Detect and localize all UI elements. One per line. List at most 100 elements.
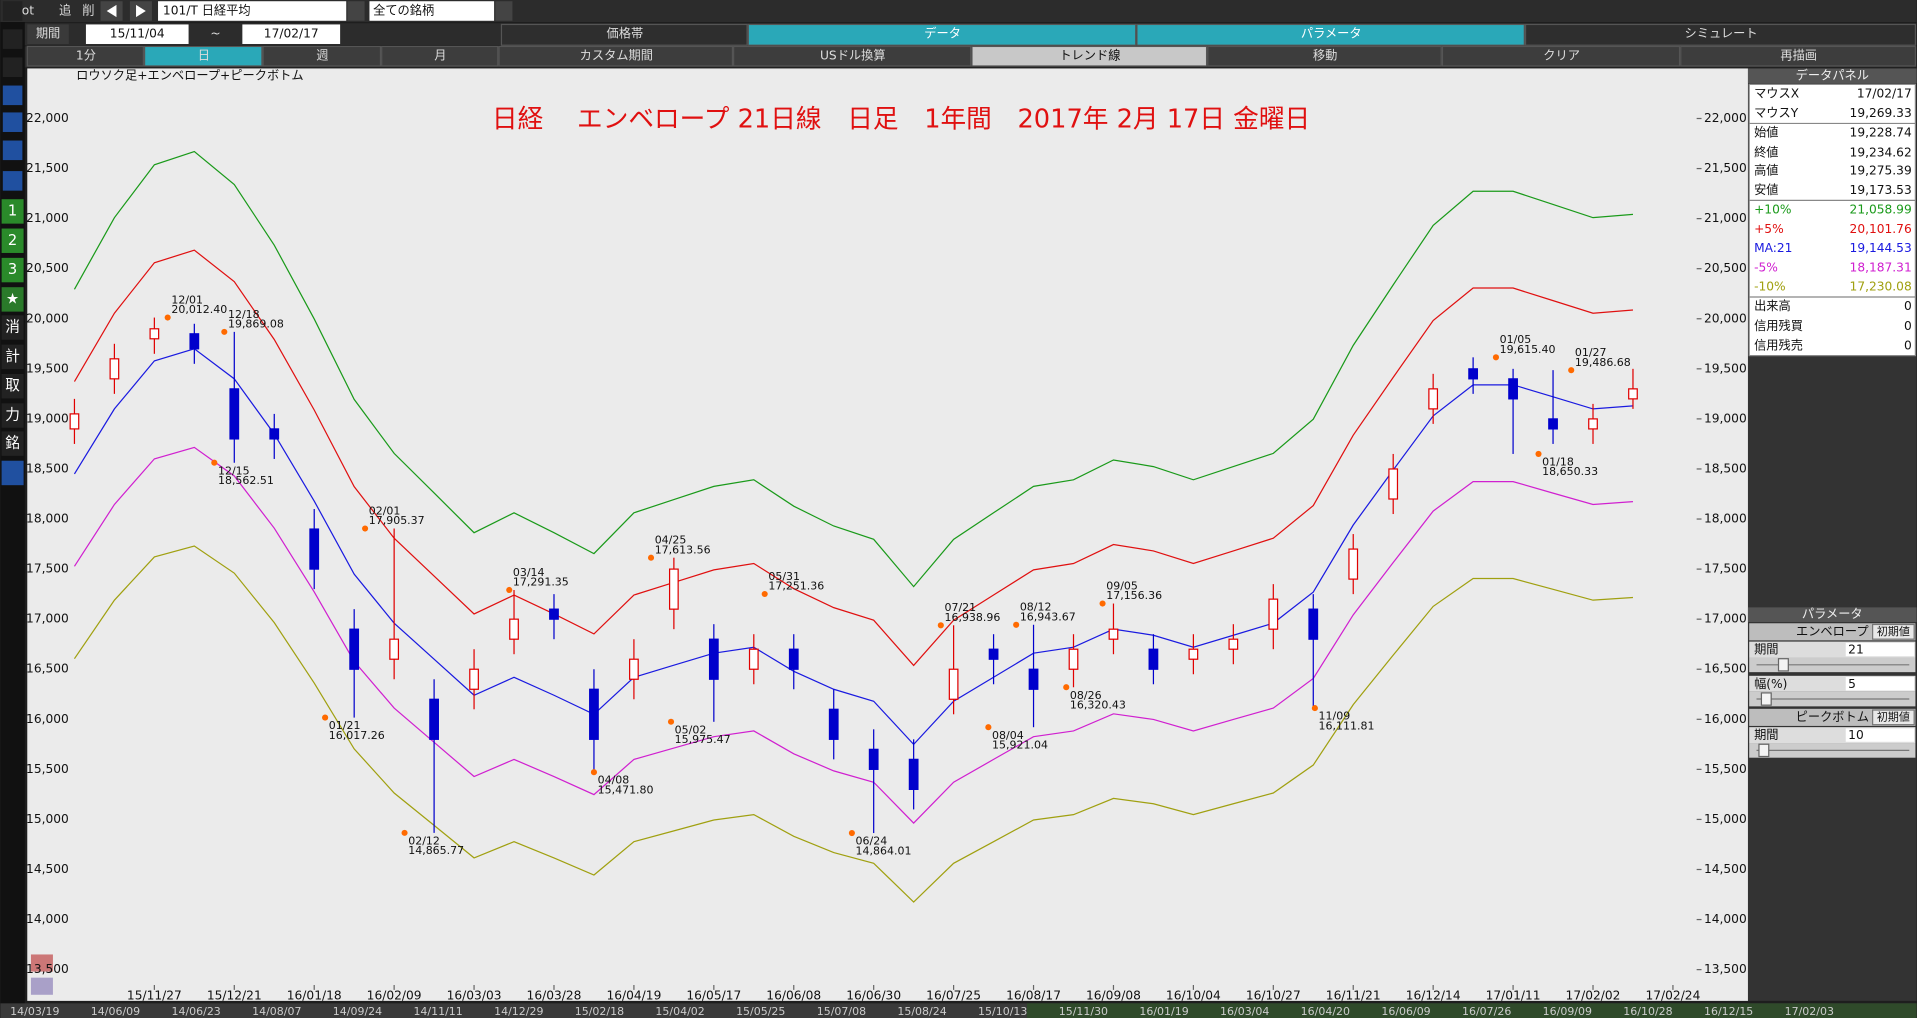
param-input[interactable] <box>1845 677 1915 691</box>
button-label[interactable]: 日 <box>198 49 210 63</box>
y-tick-label: 19,000 <box>26 411 69 425</box>
sidebar-button[interactable] <box>1 344 24 370</box>
button[interactable] <box>381 45 499 67</box>
scrollbar-date: 14/06/23 <box>171 1005 220 1018</box>
tab[interactable] <box>1524 23 1917 46</box>
button-label[interactable]: 移動 <box>1313 49 1337 63</box>
settings-icon[interactable] <box>1 460 24 486</box>
sidebar-button[interactable] <box>1 403 24 428</box>
sidebar-label[interactable]: 2 <box>8 232 17 249</box>
sidebar-button[interactable] <box>1 257 24 283</box>
y-tick-label: 16,500 <box>26 662 69 676</box>
sidebar-label[interactable]: 計 <box>5 348 20 365</box>
dropdown[interactable] <box>347 1 365 21</box>
tool-icon[interactable] <box>2 29 23 49</box>
peak-date: 12/18 <box>228 308 260 321</box>
button[interactable] <box>733 45 972 67</box>
chart-subtitle: ロウソク足+エンベロープ+ピークボトム <box>76 68 303 82</box>
tool-icon[interactable] <box>2 85 23 106</box>
scrollbar-thumb[interactable] <box>1026 1003 1917 1018</box>
slider-thumb[interactable] <box>1760 692 1772 706</box>
button[interactable] <box>262 45 382 67</box>
tool-icon[interactable] <box>2 1 23 21</box>
tool-icon[interactable] <box>2 171 23 191</box>
button-label[interactable]: 1分 <box>76 49 96 63</box>
button[interactable] <box>1680 45 1917 67</box>
date-to[interactable] <box>242 24 341 44</box>
scrollbar-date: 14/12/29 <box>494 1005 543 1018</box>
scrollbar-date: 14/09/24 <box>333 1005 382 1018</box>
tab-label[interactable]: シミュレート <box>1685 27 1758 41</box>
button[interactable] <box>143 45 263 67</box>
button-label[interactable]: 月 <box>434 49 446 63</box>
tool-icon[interactable] <box>2 140 23 161</box>
y-tick-label: 14,000 <box>26 912 69 926</box>
sidebar-label[interactable]: 3 <box>8 261 17 278</box>
y-tick-label: 19,000 <box>1704 411 1747 425</box>
sidebar-label[interactable]: 取 <box>5 377 20 394</box>
peak-date: 04/08 <box>598 774 630 787</box>
candle-body <box>589 688 599 740</box>
slider-thumb[interactable] <box>1777 658 1789 672</box>
sidebar-button[interactable] <box>1 287 24 312</box>
sidebar-button[interactable] <box>1 199 24 224</box>
sidebar-label[interactable]: 銘 <box>5 435 20 452</box>
arrow-icon <box>136 4 146 18</box>
tab-label[interactable]: データ <box>924 26 961 41</box>
x-tick-label: 16/10/27 <box>1246 989 1301 1003</box>
button-label[interactable]: 週 <box>316 49 328 63</box>
button[interactable] <box>498 45 734 67</box>
sidebar-button[interactable] <box>1 373 24 399</box>
y-tick-label: 21,500 <box>1704 161 1747 175</box>
toolbar-button[interactable]: 削 <box>82 3 94 17</box>
symbol-box[interactable] <box>158 1 347 21</box>
tab-label[interactable]: パラメータ <box>1301 27 1362 41</box>
mini-icon[interactable] <box>30 954 53 972</box>
tab[interactable] <box>500 23 748 46</box>
tab[interactable] <box>747 23 1137 46</box>
sidebar-label[interactable]: 1 <box>8 202 17 219</box>
y-tick-label: 13,500 <box>26 962 69 976</box>
universe-box[interactable] <box>369 1 495 21</box>
sidebar-button[interactable] <box>1 315 24 340</box>
tool-icon[interactable] <box>2 57 23 77</box>
button-label[interactable]: クリア <box>1543 49 1580 63</box>
button[interactable] <box>1207 45 1442 67</box>
x-tick-label: 16/03/28 <box>527 989 582 1003</box>
date-from[interactable] <box>85 24 189 44</box>
reset-label[interactable]: 初期値 <box>1877 624 1910 638</box>
mini-icon[interactable] <box>30 977 53 995</box>
button[interactable] <box>971 45 1208 67</box>
button-label[interactable]: カスタム期間 <box>580 49 653 63</box>
candle-body <box>269 428 280 440</box>
sidebar-label[interactable]: ★ <box>6 290 19 307</box>
sidebar-button[interactable] <box>1 431 24 456</box>
sidebar-button[interactable] <box>1 228 24 253</box>
param-input[interactable] <box>1845 728 1915 742</box>
peak-value: 17,291.35 <box>513 576 569 589</box>
param-input[interactable] <box>1845 642 1915 657</box>
tab[interactable] <box>1136 23 1525 46</box>
scrollbar-date: 16/04/20 <box>1301 1005 1350 1018</box>
peak-value: 16,938.96 <box>944 611 1000 624</box>
tab-label[interactable]: 価格帯 <box>607 26 644 41</box>
y-tick-label: 14,500 <box>26 862 69 876</box>
candle-body <box>708 638 719 680</box>
slider-thumb[interactable] <box>1758 743 1770 758</box>
reset-button[interactable] <box>1872 709 1915 726</box>
reset-button[interactable] <box>1872 623 1915 640</box>
button[interactable] <box>26 45 144 67</box>
tool-icon[interactable] <box>2 112 23 132</box>
button-label[interactable]: USドル換算 <box>820 48 886 63</box>
sidebar-label[interactable]: 消 <box>5 319 20 336</box>
candle-body <box>948 668 959 700</box>
sidebar-label[interactable]: 力 <box>5 407 20 424</box>
scrollbar-date: 16/10/28 <box>1623 1005 1672 1018</box>
peak-marker <box>164 314 171 321</box>
button-label[interactable]: 再描画 <box>1780 49 1817 63</box>
button-label[interactable]: トレンド線 <box>1059 48 1120 63</box>
button[interactable] <box>1441 45 1681 67</box>
toolbar-button[interactable]: 追 <box>59 2 71 17</box>
dropdown[interactable] <box>495 1 513 21</box>
reset-label[interactable]: 初期値 <box>1877 709 1910 723</box>
